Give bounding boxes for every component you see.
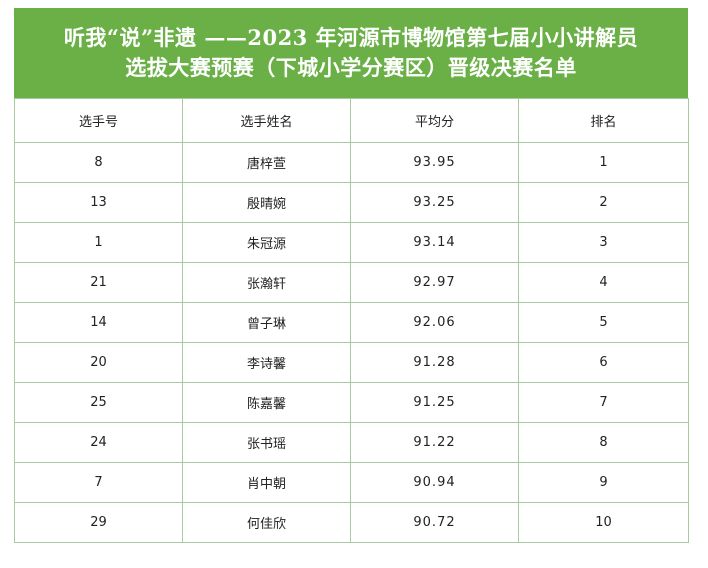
table-row: 20 李诗馨 91.28 6 [14,342,689,383]
table-row: 13 殷晴婉 93.25 2 [14,182,689,223]
table-header-row: 选手号 选手姓名 平均分 排名 [14,98,689,143]
table-row: 29 何佳欣 90.72 10 [14,502,689,543]
title-banner: 听我“说”非遗 ——2023 年河源市博物馆第七届小小讲解员 选拔大赛预赛（下城… [14,8,688,98]
cell-contestant-number: 1 [14,222,183,263]
cell-average-score: 91.22 [350,422,519,463]
title-line-2: 选拔大赛预赛（下城小学分赛区）晋级决赛名单 [125,55,577,80]
results-table: 选手号 选手姓名 平均分 排名 8 唐梓萱 93.95 1 13 殷晴婉 93.… [14,98,689,543]
cell-average-score: 91.25 [350,382,519,423]
cell-contestant-name: 张瀚轩 [182,262,351,303]
cell-contestant-name: 曾子琳 [182,302,351,343]
cell-contestant-number: 21 [14,262,183,303]
cell-contestant-number: 13 [14,182,183,223]
table-row: 1 朱冠源 93.14 3 [14,222,689,263]
cell-contestant-number: 20 [14,342,183,383]
cell-rank: 3 [518,222,689,263]
cell-contestant-name: 唐梓萱 [182,142,351,183]
cell-average-score: 92.97 [350,262,519,303]
cell-contestant-name: 陈嘉馨 [182,382,351,423]
header-contestant-number: 选手号 [14,98,183,143]
table-row: 14 曾子琳 92.06 5 [14,302,689,343]
cell-contestant-number: 8 [14,142,183,183]
cell-rank: 8 [518,422,689,463]
cell-contestant-name: 李诗馨 [182,342,351,383]
cell-contestant-number: 25 [14,382,183,423]
cell-rank: 7 [518,382,689,423]
cell-rank: 10 [518,502,689,543]
cell-rank: 5 [518,302,689,343]
cell-average-score: 90.94 [350,462,519,503]
cell-rank: 1 [518,142,689,183]
cell-average-score: 93.95 [350,142,519,183]
cell-contestant-name: 何佳欣 [182,502,351,543]
cell-rank: 6 [518,342,689,383]
header-contestant-name: 选手姓名 [182,98,351,143]
cell-contestant-number: 29 [14,502,183,543]
cell-average-score: 93.25 [350,182,519,223]
table-row: 8 唐梓萱 93.95 1 [14,142,689,183]
cell-contestant-name: 肖中朝 [182,462,351,503]
cell-contestant-name: 朱冠源 [182,222,351,263]
table-row: 25 陈嘉馨 91.25 7 [14,382,689,423]
table-row: 24 张书瑶 91.22 8 [14,422,689,463]
cell-average-score: 91.28 [350,342,519,383]
cell-contestant-number: 14 [14,302,183,343]
cell-rank: 9 [518,462,689,503]
cell-rank: 4 [518,262,689,303]
cell-rank: 2 [518,182,689,223]
header-average-score: 平均分 [350,98,519,143]
cell-contestant-name: 张书瑶 [182,422,351,463]
cell-average-score: 92.06 [350,302,519,343]
cell-contestant-number: 7 [14,462,183,503]
header-rank: 排名 [518,98,689,143]
table-row: 7 肖中朝 90.94 9 [14,462,689,503]
cell-contestant-number: 24 [14,422,183,463]
cell-average-score: 90.72 [350,502,519,543]
title-line-1: 听我“说”非遗 ——2023 年河源市博物馆第七届小小讲解员 [63,25,639,50]
results-table-container: 选手号 选手姓名 平均分 排名 8 唐梓萱 93.95 1 13 殷晴婉 93.… [14,98,689,543]
cell-average-score: 93.14 [350,222,519,263]
table-body: 8 唐梓萱 93.95 1 13 殷晴婉 93.25 2 1 朱冠源 93.14… [14,142,689,543]
table-row: 21 张瀚轩 92.97 4 [14,262,689,303]
cell-contestant-name: 殷晴婉 [182,182,351,223]
